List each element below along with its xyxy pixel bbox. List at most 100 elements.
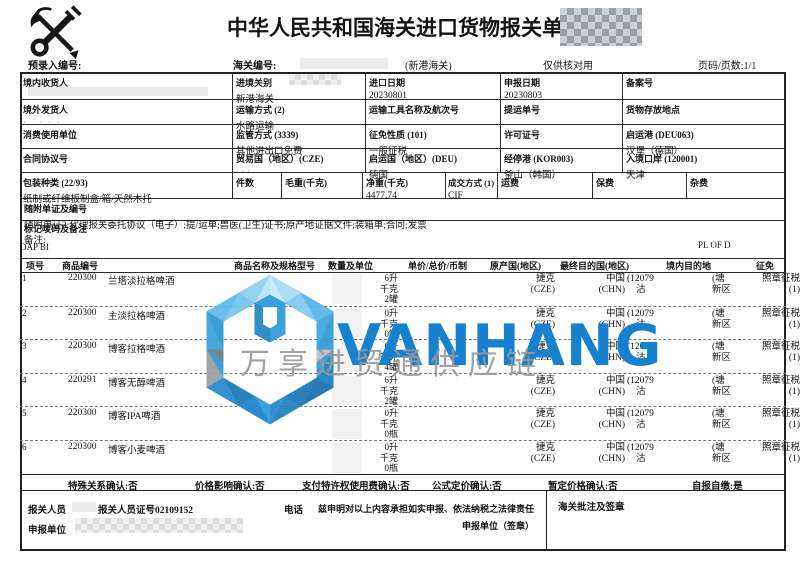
customs-no-redaction [300,58,388,69]
consignee-redaction [28,87,208,96]
customs-office-note: (新港海关) [405,61,452,72]
table-row: 4 220291 博客无醇啤酒 6升 千克 2罐 捷克 (CZE) 中国 (CHN) (… [20,373,800,407]
transport-name-label: 运输工具名称及航次号 [369,105,460,115]
overseas-shipper-label: 境外发货人 [23,105,69,115]
col-code: 商品编号 [62,261,99,271]
marks-right-note: PL OF D [698,240,731,250]
item-levy: 照章征税 (1) [761,443,800,464]
item-dest: 中国 (CHN) [598,376,625,397]
confirm-special-relation: 特殊关系确认:否 [68,482,138,492]
declare-unit-label: 申报单位 [28,526,67,536]
page-title: 中华人民共和国海关进口货物报关单 [227,16,563,40]
qty-redaction [332,376,362,405]
col-levy: 征免 [756,261,775,271]
qty-redaction [332,443,362,473]
license-label: 许可证号 [504,130,541,140]
item-code: 220300 [68,341,97,351]
bill-no-label: 提运单号 [504,105,541,115]
item-levy: 照章征税 (1) [761,342,800,363]
customs-no-label: 海关编号: [233,61,277,72]
depart-port-label: 启运港 (DEU063) [626,130,694,140]
item-dest: 中国 (CHN) [598,309,625,330]
import-date-label: 进口日期 [369,78,406,88]
levy-nature-label: 征免性质 (101) [369,130,427,140]
record-no-label: 备案号 [626,78,654,88]
form-border [20,72,786,551]
info-row-1: 境内收货人 进境关别 新港海关 进口日期 20230801 申报日期 20230… [20,72,786,105]
item-domestic-b: (塘 新区 [712,376,732,397]
col-name: 商品名称及规格型号 [234,261,316,271]
phone-label: 电话 [284,506,304,516]
confirm-self-declare: 自报自缴:是 [692,482,743,492]
check-only-note: 仅供核对用 [543,61,593,72]
qty-redaction [332,309,362,338]
consumer-unit-label: 消费使用单位 [23,130,78,140]
item-seq: 1 [22,273,27,283]
item-dest: 中国 (CHN) [598,443,625,464]
item-name: 主淡拉格啤酒 [108,312,166,322]
item-seq: 4 [22,375,27,385]
col-seq: 项号 [26,261,45,271]
trade-country-label: 贸易国（地区）(CZE) [236,154,324,164]
qty-redaction [332,342,362,372]
gross-weight-label: 毛重(千克) [285,178,327,188]
transport-mode-value: 水路运输 [236,122,275,132]
entry-customs-value: 新港海关 [236,95,275,105]
confirm-provisional-price: 暂定价格确认:否 [548,482,618,492]
item-origin: 捷克 (CZE) [530,342,555,363]
info-row-5: 包装种类 (22/93) 纸制或纤维板制盒/箱/天然木托 件数 毛重(千克) 净… [20,172,786,205]
item-domestic-b: (塘 新区 [712,409,732,430]
pre-entry-no-label: 预录入编号: [28,61,82,72]
levy-nature-value: 一般征税 [369,147,408,157]
storage-label: 货物存放地点 [626,105,681,115]
info-row-4: 合同协议号 贸易国（地区）(CZE) ··· 启运国（地区）(DEU) 德国 经… [20,148,786,181]
item-domestic-a: (12079 沽 [627,309,654,330]
entry-customs-redaction [289,74,341,85]
item-origin: 捷克 (CZE) [530,443,555,464]
footer-divider [546,491,547,551]
entry-port-label: 入境口岸 (120001) [626,154,698,164]
marks-row: 标记唛码及备注 备注: DAP BI PL OF D [20,220,786,259]
docs-value: 随附单证2:代理报关委托协议（电子）;提/运单;兽医(卫生)证书;原产地证据文件… [24,221,427,231]
qty-redaction [332,274,362,304]
item-levy: 照章征税 (1) [761,376,800,397]
declare-date-value: 20230803 [504,91,542,101]
net-weight-label: 净重(千克) [366,178,408,188]
table-row: 3 220300 博客拉格啤酒 0升 千克 4罐 捷克 (CZE) 中国 (CHN) (… [20,339,800,374]
insurance-label: 保费 [596,178,615,188]
item-domestic-a: (12079 沽 [627,409,654,430]
item-levy: 照章征税 (1) [761,309,800,330]
item-code: 220300 [68,408,97,418]
item-origin: 捷克 (CZE) [530,274,555,295]
net-weight-value: 4477.74 [366,191,397,201]
item-qty: 6升 千克 2罐 [379,273,398,304]
item-qty: 0升 千克 0罐 [379,308,398,339]
customs-notes-label: 海关批注及签章 [558,503,625,513]
item-dest: 中国 (CHN) [598,342,625,363]
info-row-3: 消费使用单位 监管方式 (3339) 其他进出口免费 征免性质 (101) 一般… [20,124,786,157]
consignee-label: 境内收货人 [23,78,69,88]
col-domestic: 境内目的地 [666,261,712,271]
declare-date-label: 申报日期 [504,78,541,88]
depart-country-value: 德国 [369,171,389,181]
item-qty: 6升 千克 2罐 [379,375,398,406]
supervision-value: 其他进出口免费 [236,147,303,157]
item-domestic-b: (塘 新区 [712,309,732,330]
import-date-value: 20230801 [369,91,407,101]
item-domestic-b: (塘 新区 [712,342,732,363]
customs-emblem-icon [24,4,86,62]
item-levy: 照章征税 (1) [761,274,800,295]
confirm-formula-price: 公式定价确认:否 [432,482,502,492]
watermark-subtext: 万享进贸通供应链 [240,347,544,382]
pieces-label: 件数 [236,178,255,188]
transport-mode-label: 运输方式 (2) [236,105,285,115]
marks-value: DAP BI [20,242,49,252]
entry-port-value: 天津 [626,171,646,181]
packing-value: 纸制或纤维板制盒/箱/天然木托 [23,195,152,205]
terms-label: 成交方式 (1) [448,178,495,188]
item-seq: 5 [22,408,27,418]
terms-value: CIF [448,191,463,201]
item-dest: 中国 (CHN) [598,274,625,295]
item-domestic-a: (12079 沽 [627,342,654,363]
